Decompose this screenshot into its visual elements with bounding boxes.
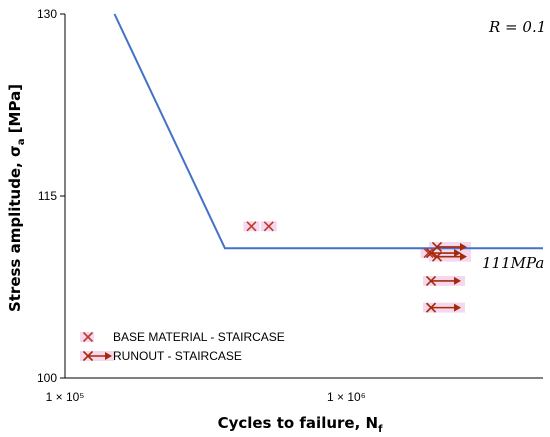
base-material-point [246,221,257,232]
fatigue-limit-annotation: 111MPa [482,254,544,272]
runout-point [431,251,468,262]
data-points-layer [246,221,468,313]
tick-labels: 100 115 130 1 × 10⁵ 1 × 10⁶ [37,7,366,404]
legend: BASE MATERIAL - STAIRCASE RUNOUT - STAIRC… [80,330,285,363]
y-tick-label: 115 [38,189,57,203]
legend-runout-marker [82,350,112,362]
legend-label-runout: RUNOUT - STAIRCASE [113,349,242,363]
base-material-point [423,247,434,259]
sn-curve-layer [113,13,543,250]
sn-curve-line [113,13,543,250]
r-ratio-annotation: R = 0.1 [488,18,546,36]
legend-label-base: BASE MATERIAL - STAIRCASE [113,330,285,344]
x-tick-label: 1 × 10⁶ [327,390,366,404]
runout-point [431,241,468,253]
x-axis-title: Cycles to failure, Nf [218,414,384,435]
plot-frame [64,14,543,379]
y-tick-label: 130 [37,7,57,21]
runout-point [425,275,462,286]
runout-point [425,302,462,313]
marker-highlights [243,221,472,313]
x-tick-label: 1 × 10⁵ [46,390,85,404]
y-tick-label: 100 [37,371,57,385]
y-axis-title: Stress amplitude, σa [MPa] [6,84,27,312]
legend-base-marker [82,331,94,343]
base-material-point [263,221,274,232]
